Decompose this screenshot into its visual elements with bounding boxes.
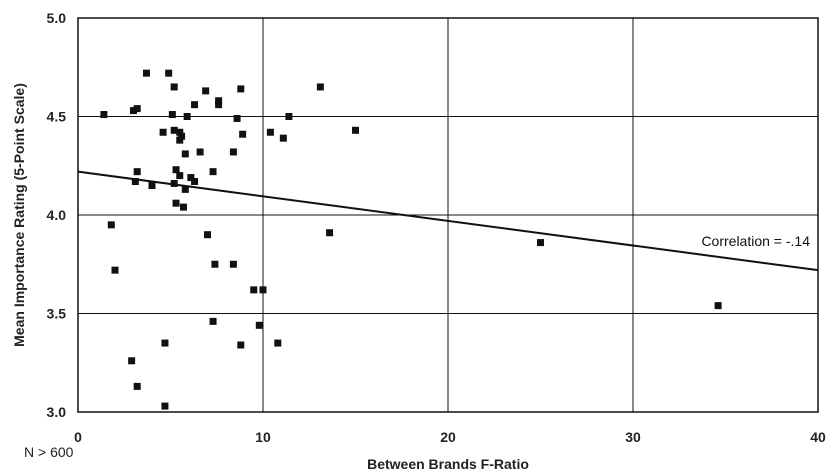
plot-area-frame (77, 17, 819, 413)
data-point (133, 382, 141, 390)
data-point (250, 286, 258, 294)
data-point (279, 134, 287, 142)
grid-lines (78, 18, 818, 412)
y-tick-label: 3.5 (47, 306, 67, 322)
data-point (209, 317, 217, 325)
data-point (285, 113, 293, 120)
data-point (316, 83, 324, 91)
data-point (100, 111, 108, 119)
data-point (204, 231, 211, 239)
data-point (229, 260, 237, 268)
data-point (229, 148, 237, 156)
data-point (159, 128, 167, 136)
data-point (714, 302, 722, 310)
data-point (172, 199, 180, 207)
data-point (130, 107, 137, 115)
data-point (196, 148, 204, 156)
data-point (181, 150, 189, 158)
x-tick-label: 20 (440, 429, 456, 445)
data-point (107, 221, 115, 229)
data-point (183, 113, 191, 120)
data-point (161, 339, 169, 347)
y-axis-ticks: 3.0 3.5 4.0 4.5 5.0 (47, 10, 67, 420)
data-point (176, 128, 184, 136)
data-point (274, 339, 282, 347)
data-point (211, 260, 219, 268)
y-axis-title: Mean Importance Rating (5-Point Scale) (11, 83, 27, 347)
x-tick-label: 30 (625, 429, 641, 445)
data-point (191, 101, 199, 109)
data-point (161, 402, 169, 410)
correlation-annotation: Correlation = -.14 (701, 233, 810, 249)
trend-line (77, 170, 819, 272)
data-point (170, 179, 178, 187)
data-point (187, 174, 195, 182)
data-points (100, 69, 722, 410)
data-point (259, 286, 267, 294)
data-point (352, 126, 359, 134)
data-point (537, 239, 544, 247)
data-point (142, 69, 150, 77)
sample-size-note: N > 600 (24, 444, 74, 460)
data-point (128, 357, 136, 365)
data-point (133, 168, 141, 176)
data-point (191, 178, 199, 186)
x-axis-title: Between Brands F-Ratio (367, 456, 529, 472)
data-point (215, 101, 223, 109)
data-point (165, 69, 173, 77)
data-point (148, 181, 156, 189)
data-point (266, 128, 274, 136)
data-point (326, 229, 334, 237)
data-point (176, 172, 184, 180)
y-tick-label: 4.5 (47, 109, 67, 125)
data-point (179, 203, 187, 211)
data-point (178, 132, 186, 140)
y-tick-label: 3.0 (47, 404, 67, 420)
data-point (255, 321, 263, 329)
data-point (170, 126, 178, 134)
data-point (202, 87, 210, 95)
data-point (170, 83, 178, 91)
data-point (172, 166, 180, 174)
x-axis-ticks: 0 10 20 30 40 (74, 429, 826, 445)
data-point (237, 341, 245, 349)
data-point (215, 97, 223, 105)
x-tick-label: 0 (74, 429, 82, 445)
data-point (233, 114, 241, 122)
data-point (133, 105, 141, 113)
y-tick-label: 5.0 (47, 10, 67, 26)
data-point (181, 185, 189, 193)
data-point (168, 111, 176, 119)
data-point (176, 136, 184, 144)
data-point (237, 85, 245, 93)
data-point (239, 130, 247, 138)
data-point (111, 266, 119, 274)
data-point (209, 168, 217, 176)
x-tick-label: 10 (255, 429, 271, 445)
x-tick-label: 40 (810, 429, 826, 445)
y-tick-label: 4.0 (47, 207, 67, 223)
data-point (131, 178, 139, 186)
